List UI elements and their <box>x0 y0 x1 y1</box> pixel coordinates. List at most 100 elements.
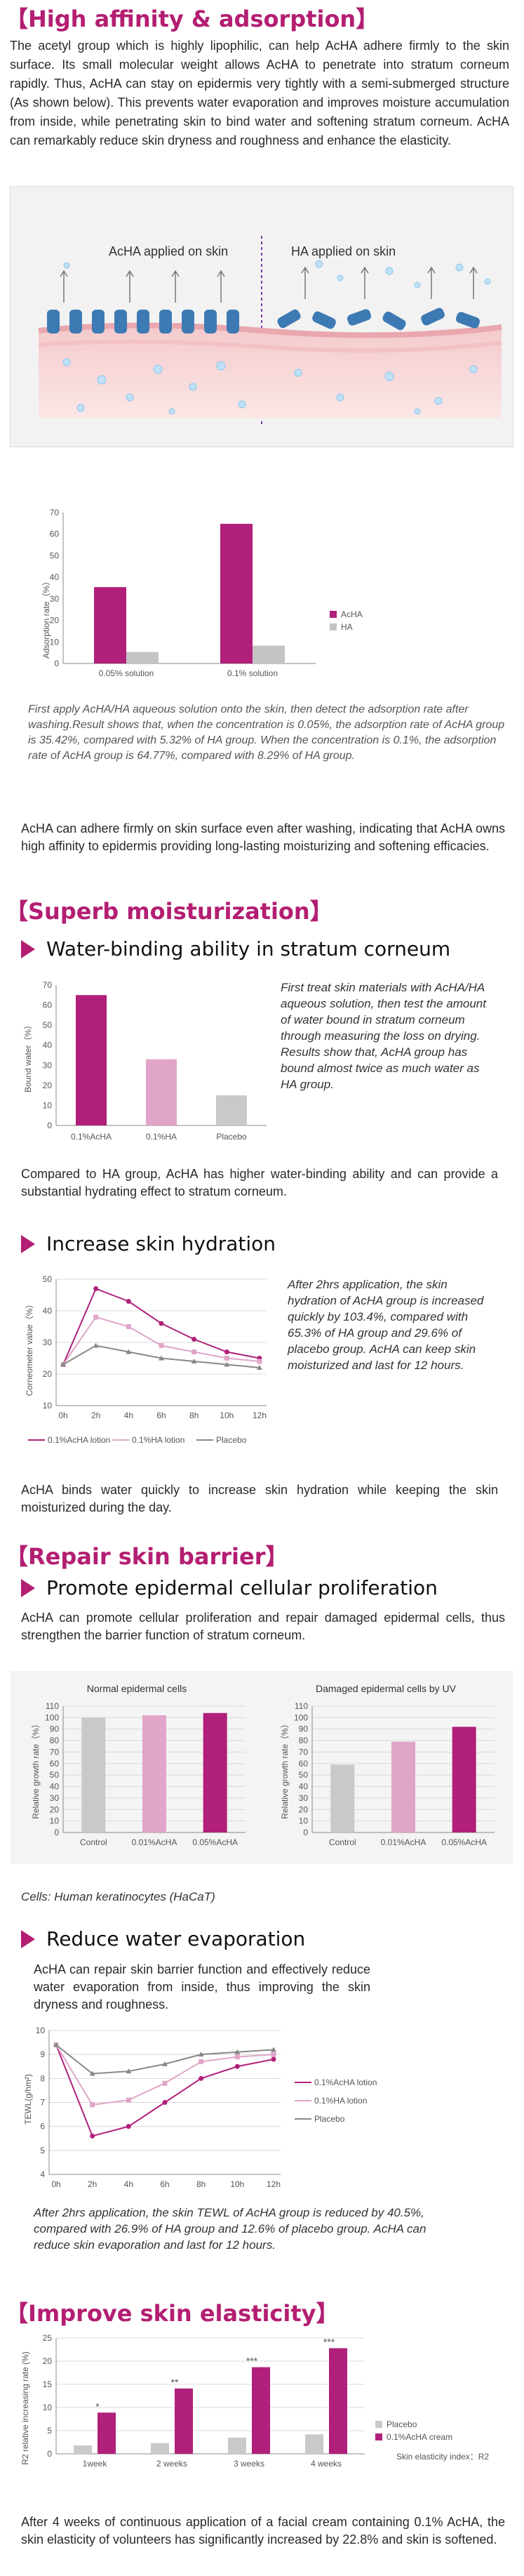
data-point <box>126 1324 131 1329</box>
x-tick-label: 10h <box>230 2179 244 2189</box>
bar-ha <box>253 645 285 663</box>
legend-label: Placebo <box>387 2419 417 2429</box>
significance-mark: *** <box>246 2356 258 2367</box>
y-tick-label: 30 <box>50 1793 60 1803</box>
hydration-conclusion: AcHA binds water quickly to increase ski… <box>21 1483 498 1514</box>
tewl-note: After 2hrs application, the skin TEWL of… <box>34 2206 426 2252</box>
legend-swatch <box>375 2421 382 2428</box>
legend-label: AcHA <box>341 609 363 619</box>
data-point <box>199 2059 204 2064</box>
data-point <box>271 2056 276 2062</box>
bar <box>452 1726 476 1832</box>
bar <box>76 995 107 1125</box>
bar-0 <box>228 2437 246 2454</box>
data-point <box>90 2133 95 2139</box>
hydration-chart: Corneometer value（%） 10 20 30 40 50 0h 2h 4h 6h 8… <box>25 1274 267 1445</box>
chart1-ylabel: Adsorption rate（%） <box>41 577 51 659</box>
legend-label: 0.1%AcHA cream <box>387 2432 452 2442</box>
y-tick-label: 110 <box>295 1701 308 1711</box>
y-tick-label: 10 <box>36 2026 46 2035</box>
y-tick-label: 100 <box>45 1712 59 1722</box>
subtitle-water-binding: Water-binding ability in stratum corneum <box>21 937 450 960</box>
x-tick-label: 3 weeks <box>234 2459 264 2469</box>
bar-1 <box>175 2388 193 2454</box>
y-tick-label: 80 <box>50 1736 60 1745</box>
section-title-moisture: 【Superb moisturization】 <box>6 898 332 925</box>
data-point <box>234 2054 240 2060</box>
bar-ha <box>126 652 159 663</box>
adsorption-caption: First apply AcHA/HA aqueous solution ont… <box>28 704 505 762</box>
subtitle-proliferation: Promote epidermal cellular proliferation <box>21 1576 438 1599</box>
chart5-ylabel: Relative growth rate（%） <box>280 1719 290 1818</box>
bar-acha <box>220 524 253 663</box>
legend-label: 0.1%HA lotion <box>132 1435 184 1445</box>
x-tick-label: 1week <box>83 2459 108 2469</box>
y-tick-label: 15 <box>43 2379 53 2389</box>
x-tick-label: 10h <box>220 1411 234 1420</box>
y-tick-label: 60 <box>50 1759 60 1769</box>
data-point <box>224 1349 229 1354</box>
x-tick-label: 4h <box>124 1411 133 1420</box>
series-line-2 <box>55 2044 274 2075</box>
water-binding-conclusion: Compared to HA group, AcHA has higher wa… <box>21 1167 498 1198</box>
x-tick-label: 6h <box>160 2179 169 2189</box>
x-tick-label: 0.1%AcHA <box>71 1132 112 1142</box>
y-tick-label: 0 <box>47 1121 52 1130</box>
bar-1 <box>98 2412 116 2454</box>
y-tick-label: 8 <box>40 2073 45 2083</box>
data-point <box>271 2047 276 2052</box>
bar <box>203 1712 227 1832</box>
y-tick-label: 30 <box>50 594 60 604</box>
y-tick-label: 20 <box>43 1369 53 1379</box>
x-tick-label: Placebo <box>216 1132 247 1142</box>
y-tick-label: 40 <box>50 572 60 582</box>
x-tick-label: 0h <box>51 2179 60 2189</box>
legend-label: 0.1%HA lotion <box>314 2096 367 2106</box>
x-tick-label: 2h <box>88 2179 97 2189</box>
x-tick-label: 0.1%HA <box>146 1132 177 1142</box>
data-point <box>192 1349 197 1354</box>
x-tick-label: 4h <box>124 2179 133 2189</box>
legend-label: Placebo <box>314 2114 345 2124</box>
series-line-0 <box>55 2045 274 2137</box>
significance-mark: * <box>95 2400 100 2412</box>
bar <box>391 1741 415 1832</box>
data-point <box>60 1361 66 1367</box>
y-tick-label: 40 <box>43 1306 53 1316</box>
data-point <box>198 2052 204 2057</box>
y-tick-label: 50 <box>50 550 60 560</box>
chart4-title: Normal epidermal cells <box>87 1683 187 1694</box>
y-tick-label: 20 <box>299 1804 309 1814</box>
legend-swatch <box>330 611 337 618</box>
data-point <box>53 2042 59 2047</box>
bar <box>142 1715 166 1832</box>
evaporation-paragraph: AcHA can repair skin barrier function an… <box>34 1962 370 2012</box>
y-tick-label: 30 <box>299 1793 309 1803</box>
bar <box>216 1095 247 1125</box>
data-point <box>257 1359 262 1364</box>
triangle-bullet-icon <box>21 1578 35 1597</box>
bar-acha <box>94 587 126 663</box>
chart3-ylabel: Corneometer value（%） <box>25 1300 34 1396</box>
data-point <box>192 1337 197 1342</box>
x-tick-label: 0h <box>58 1411 67 1420</box>
y-tick-label: 0 <box>47 2449 52 2459</box>
y-tick-label: 20 <box>43 1081 53 1090</box>
bar-0 <box>151 2443 169 2454</box>
data-point <box>93 1286 99 1291</box>
subtitle-water-binding-text: Water-binding ability in stratum corneum <box>46 937 451 960</box>
y-tick-label: 60 <box>299 1759 309 1769</box>
x-tick-label: 4 weeks <box>311 2459 342 2469</box>
y-tick-label: 70 <box>299 1747 309 1757</box>
x-tick-label: Control <box>329 1837 356 1847</box>
legend-label: HA <box>341 622 353 632</box>
proliferation-paragraph: AcHA can promote cellular proliferation … <box>21 1611 505 1642</box>
significance-mark: ** <box>171 2377 179 2388</box>
y-tick-label: 6 <box>40 2122 45 2132</box>
subtitle-proliferation-text: Promote epidermal cellular proliferation <box>46 1576 438 1599</box>
y-tick-label: 0 <box>54 1828 59 1837</box>
y-tick-label: 20 <box>50 1804 60 1814</box>
cells-panel: Normal epidermal cells Damaged epidermal… <box>11 1671 513 1864</box>
cells-caption: Cells: Human keratinocytes (HaCaT) <box>21 1890 215 1903</box>
triangle-bullet-icon <box>21 1929 35 1948</box>
